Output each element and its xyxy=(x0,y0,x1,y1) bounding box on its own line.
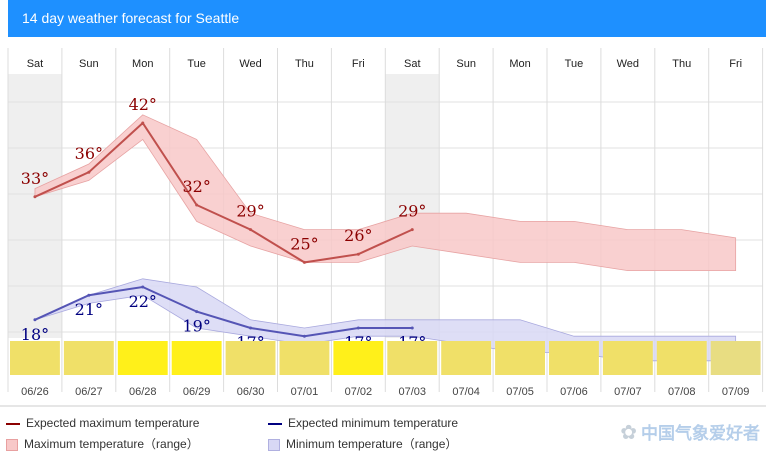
max-temp-point xyxy=(302,260,306,264)
min-temp-point xyxy=(302,334,306,338)
day-label: Fri xyxy=(729,58,742,70)
chart-title: 14 day weather forecast for Seattle xyxy=(22,10,240,26)
date-label: 07/03 xyxy=(398,386,426,398)
day-label: Wed xyxy=(617,58,639,70)
weather-condition-box xyxy=(63,341,114,375)
weather-condition-box xyxy=(10,341,60,375)
weekend-shade xyxy=(8,74,62,338)
day-label: Thu xyxy=(295,58,314,70)
min-temp-label: 19° xyxy=(182,317,210,336)
day-label: Thu xyxy=(672,58,691,70)
max-temp-range-band xyxy=(34,114,737,272)
legend-min-band-swatch xyxy=(268,438,280,451)
day-label: Wed xyxy=(239,58,261,70)
weather-condition-box xyxy=(549,341,599,375)
max-temp-point xyxy=(249,228,253,232)
legend-min-line-swatch xyxy=(268,422,282,425)
day-label: Fri xyxy=(352,58,365,70)
max-temp-label: 29° xyxy=(398,202,426,221)
watermark: ✿ 中国气象爱好者 xyxy=(620,419,760,445)
legend-min-range-label: Minimum temperature（range） xyxy=(286,437,458,451)
weather-condition-box xyxy=(602,341,653,375)
day-label: Mon xyxy=(509,58,530,70)
date-label: 07/09 xyxy=(722,386,750,398)
min-temp-point xyxy=(195,310,199,314)
max-temp-point xyxy=(87,170,91,174)
legend-min-range: Minimum temperature（range） xyxy=(268,435,457,452)
chat-bubble-icon: ✿ xyxy=(620,422,637,444)
max-temp-label: 33° xyxy=(21,169,49,188)
weather-condition-box xyxy=(333,341,384,375)
min-temp-label: 21° xyxy=(75,300,103,319)
date-label: 06/29 xyxy=(183,386,211,398)
max-temp-point xyxy=(195,203,199,207)
legend-max-band-swatch xyxy=(6,438,18,451)
max-temp-point xyxy=(141,121,145,125)
weather-condition-box xyxy=(656,341,707,375)
max-temp-label: 29° xyxy=(236,202,264,221)
legend-expected-min-label: Expected minimum temperature xyxy=(288,416,459,430)
legend-max-range-label: Maximum temperature（range） xyxy=(24,437,199,451)
max-temp-point xyxy=(356,252,360,256)
legend-expected-min: Expected minimum temperature xyxy=(268,416,458,430)
weather-condition-box xyxy=(225,341,276,375)
day-label: Sat xyxy=(27,58,44,70)
min-temp-label: 18° xyxy=(21,325,49,344)
day-label: Tue xyxy=(565,58,584,70)
date-label: 07/08 xyxy=(668,386,696,398)
weekend-shade xyxy=(385,74,440,338)
max-temp-label: 25° xyxy=(290,234,318,253)
legend-max-range: Maximum temperature（range） xyxy=(6,435,199,452)
expected-max-line xyxy=(34,121,413,264)
min-temp-point xyxy=(141,285,145,289)
chart-header: 14 day weather forecast for Seattle xyxy=(8,0,766,37)
max-temp-point xyxy=(410,228,414,232)
day-label: Mon xyxy=(132,58,153,70)
min-temp-point xyxy=(249,326,253,330)
date-label: 07/07 xyxy=(614,386,642,398)
date-label: 06/28 xyxy=(129,386,157,398)
expected-min-line xyxy=(34,285,413,338)
min-temp-point xyxy=(356,326,360,330)
date-label: 07/05 xyxy=(506,386,534,398)
date-label: 06/30 xyxy=(237,386,265,398)
legend-expected-max: Expected maximum temperature xyxy=(6,416,199,430)
min-temp-point xyxy=(87,293,91,297)
weather-condition-box xyxy=(117,341,168,375)
legend-max-line-swatch xyxy=(6,422,20,425)
max-temp-label: 26° xyxy=(344,226,372,245)
day-label: Tue xyxy=(187,58,206,70)
day-label: Sun xyxy=(79,58,99,70)
weather-condition-box xyxy=(441,341,492,375)
watermark-text: 中国气象爱好者 xyxy=(641,424,760,443)
weather-condition-box xyxy=(171,341,222,375)
weather-condition-box xyxy=(495,341,545,375)
min-temp-point xyxy=(33,318,37,322)
date-label: 06/27 xyxy=(75,386,103,398)
weather-condition-box xyxy=(710,341,761,375)
weather-condition-box xyxy=(387,341,438,375)
date-label: 07/04 xyxy=(452,386,480,398)
date-label: 07/01 xyxy=(291,386,319,398)
date-label: 06/26 xyxy=(21,386,49,398)
date-label: 07/02 xyxy=(345,386,373,398)
max-temp-label: 42° xyxy=(129,95,157,114)
legend-expected-max-label: Expected maximum temperature xyxy=(26,416,200,430)
max-temp-label: 36° xyxy=(75,144,103,163)
day-label: Sat xyxy=(404,58,421,70)
max-temp-label: 32° xyxy=(182,177,210,196)
day-label: Sun xyxy=(456,58,476,70)
min-temp-point xyxy=(410,326,414,330)
date-label: 07/06 xyxy=(560,386,588,398)
weather-condition-box xyxy=(279,341,330,375)
min-temp-label: 22° xyxy=(129,292,157,311)
max-temp-point xyxy=(33,195,37,199)
